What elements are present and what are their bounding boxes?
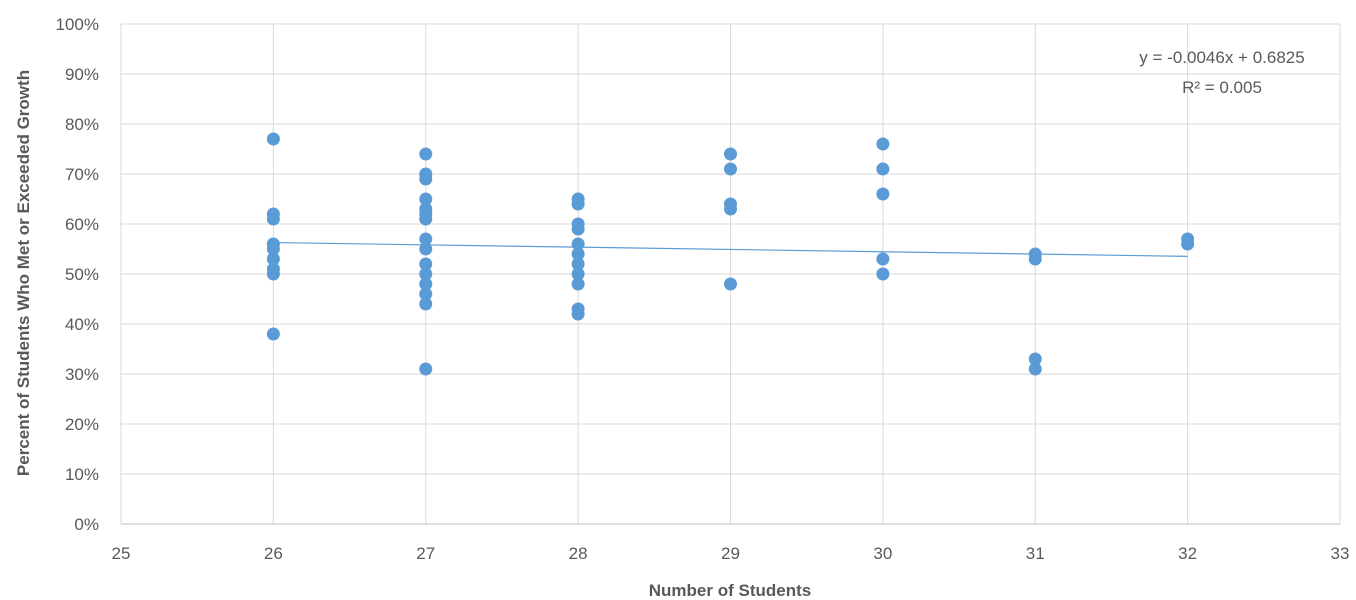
data-point: [571, 307, 585, 321]
data-point: [419, 297, 433, 311]
data-point: [876, 187, 890, 201]
y-tick-label: 80%: [65, 115, 99, 134]
data-point: [876, 137, 890, 151]
data-point: [419, 257, 433, 271]
y-tick-label: 90%: [65, 65, 99, 84]
points-layer: [266, 132, 1195, 376]
data-point: [876, 162, 890, 176]
y-tick-label: 40%: [65, 315, 99, 334]
data-point: [724, 162, 737, 176]
data-point: [419, 277, 433, 291]
data-point: [571, 257, 585, 271]
x-tick-label: 27: [416, 544, 435, 563]
data-point: [419, 172, 433, 186]
x-tick-label: 31: [1026, 544, 1045, 563]
data-point: [724, 147, 737, 161]
data-point: [419, 212, 433, 226]
tick-labels: 0% 10% 20% 30% 40% 50% 60% 70% 80% 90% 100% 25 26 27 2…: [56, 15, 1350, 563]
data-point: [1028, 352, 1042, 366]
y-tick-label: 20%: [65, 415, 99, 434]
data-point: [266, 267, 280, 281]
y-tick-label: 0%: [74, 515, 99, 534]
data-point: [724, 202, 737, 216]
data-point: [419, 267, 433, 281]
data-point: [1181, 237, 1195, 251]
data-point: [571, 267, 585, 281]
data-point: [571, 222, 585, 236]
data-point: [419, 192, 433, 206]
data-point: [419, 362, 433, 376]
x-tick-label: 33: [1331, 544, 1350, 563]
data-point: [1028, 362, 1042, 376]
x-tick-label: 28: [569, 544, 588, 563]
trendline-r-squared: R² = 0.005: [1182, 78, 1262, 97]
data-point: [266, 327, 280, 341]
data-point: [266, 252, 280, 266]
data-point: [419, 287, 433, 301]
x-tick-label: 32: [1178, 544, 1197, 563]
x-tick-label: 29: [721, 544, 740, 563]
x-tick-label: 25: [112, 544, 131, 563]
y-tick-label: 50%: [65, 265, 99, 284]
data-point: [266, 132, 280, 146]
y-tick-label: 100%: [56, 15, 99, 34]
data-point: [876, 252, 890, 266]
y-axis-title: Percent of Students Who Met or Exceeded …: [14, 70, 33, 476]
y-tick-label: 30%: [65, 365, 99, 384]
data-point: [876, 267, 890, 281]
y-tick-label: 70%: [65, 165, 99, 184]
data-point: [571, 237, 585, 251]
grid-layer: [120, 23, 1341, 525]
data-point: [1028, 252, 1042, 266]
data-point: [419, 147, 433, 161]
x-tick-label: 30: [873, 544, 892, 563]
x-axis-title: Number of Students: [649, 581, 811, 600]
data-point: [266, 242, 280, 256]
data-point: [571, 247, 585, 261]
data-point: [419, 232, 433, 246]
y-tick-label: 10%: [65, 465, 99, 484]
x-tick-label: 26: [264, 544, 283, 563]
data-point: [571, 277, 585, 291]
data-point: [724, 277, 737, 291]
data-point: [571, 197, 585, 211]
data-point: [266, 212, 280, 226]
y-tick-label: 60%: [65, 215, 99, 234]
data-point: [419, 242, 433, 256]
trendline-equation: y = -0.0046x + 0.6825: [1139, 48, 1304, 67]
